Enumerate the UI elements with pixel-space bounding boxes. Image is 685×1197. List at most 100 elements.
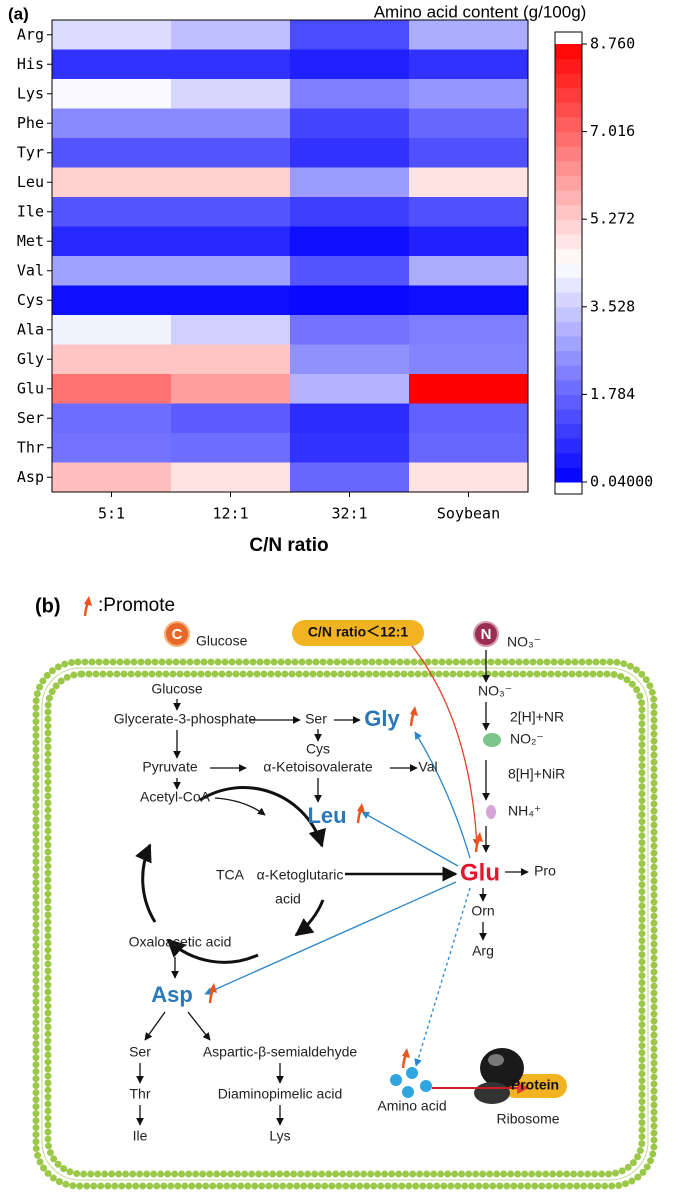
heat-cell — [290, 167, 410, 198]
node-label: Diaminopimelic acid — [218, 1086, 343, 1102]
heat-cell — [409, 433, 529, 463]
heat-cell — [171, 197, 291, 227]
heat-cell — [171, 315, 291, 345]
heat-cell — [171, 138, 291, 168]
heat-cell — [409, 108, 529, 139]
colorbar-step — [555, 219, 582, 235]
y-tick-label: His — [17, 55, 44, 73]
promote-head — [475, 832, 483, 842]
heat-cell — [290, 226, 410, 257]
colorbar-step — [555, 233, 582, 249]
node-label: 8[H]+NiR — [508, 766, 565, 782]
promote-icons — [83, 596, 483, 1069]
colorbar-step — [555, 117, 582, 133]
heat-cell — [290, 344, 410, 375]
colorbar-step — [555, 204, 582, 220]
x-tick-label: Soybean — [437, 505, 500, 523]
heat-cell — [52, 433, 172, 463]
node-label: Ribosome — [496, 1111, 559, 1127]
heat-cell — [171, 433, 291, 463]
node-label: Pyruvate — [142, 759, 197, 775]
legend-label: :Promote — [98, 595, 175, 616]
heat-cell — [171, 108, 291, 139]
heat-cell — [409, 226, 529, 257]
colorbar-step — [555, 379, 582, 395]
colorbar-step — [555, 336, 582, 352]
node-label: Glycerate-3-phosphate — [114, 711, 257, 727]
heat-cell — [290, 403, 410, 434]
plot-frame — [51, 19, 529, 493]
promote-head — [410, 706, 418, 716]
promote-head — [402, 1048, 410, 1058]
heat-cell — [171, 226, 291, 257]
colorbar-step — [555, 452, 582, 468]
y-tick-label: Phe — [17, 114, 44, 132]
node-label: Thr — [130, 1086, 151, 1102]
heatmap: Arg His Lys Phe Tyr Leu Ile Met Val Cys Ala Gly Glu S… — [17, 19, 653, 523]
heat-cell — [290, 138, 410, 168]
heat-cell — [171, 20, 291, 50]
node-label: C/N ratio＜12:1 — [308, 624, 409, 640]
colorbar-step — [555, 423, 582, 439]
node-label: Amino acid — [377, 1098, 446, 1114]
heat-cell — [171, 462, 291, 493]
colorbar-step — [555, 292, 582, 308]
y-tick-label: Tyr — [17, 143, 44, 161]
heat-cell — [290, 433, 410, 463]
promote-arrow — [356, 809, 363, 824]
promote-arrow — [401, 1054, 408, 1069]
node-label: Acetyl-CoA — [140, 789, 211, 805]
colorbar-step — [555, 190, 582, 206]
node-label: acid — [275, 891, 301, 907]
heat-cell — [290, 197, 410, 227]
node-label: Arg — [472, 943, 494, 959]
heat-cell — [290, 285, 410, 316]
colorbar-step — [555, 73, 582, 89]
colorbar-tick-label: 5.272 — [590, 210, 635, 228]
heat-cell — [290, 49, 410, 80]
heat-cell — [409, 344, 529, 375]
colorbar-step — [555, 306, 582, 322]
node-label: Aspartic-β-semialdehyde — [203, 1044, 358, 1060]
node-label: Ser — [129, 1044, 151, 1060]
colorbar-step — [555, 394, 582, 410]
heat-cell — [171, 374, 291, 404]
y-tick-label: Leu — [17, 173, 44, 191]
heat-cell — [290, 79, 410, 109]
x-tick-label: 32:1 — [331, 505, 367, 523]
heat-cell — [52, 285, 172, 316]
y-tick-label: Cys — [17, 291, 44, 309]
colorbar-step — [555, 248, 582, 264]
heat-cell — [52, 20, 172, 50]
heat-cell — [52, 226, 172, 257]
colorbar-step — [555, 467, 582, 483]
heat-cell — [290, 374, 410, 404]
colorbar-step — [555, 160, 582, 176]
node-label: TCA — [216, 867, 245, 883]
colorbar-tick-label: 8.760 — [590, 35, 635, 53]
heat-cell — [171, 49, 291, 80]
colorbar-step — [555, 175, 582, 191]
promote-head — [357, 803, 365, 813]
heat-cell — [52, 315, 172, 345]
heat-cell — [52, 462, 172, 493]
heat-cell — [52, 49, 172, 80]
cell-membrane — [32, 658, 658, 1190]
colorbar-step — [555, 44, 582, 60]
colorbar-tick-label: 1.784 — [590, 385, 635, 403]
chart-title: Amino acid content (g/100g) — [374, 2, 587, 21]
x-tick-label: 12:1 — [212, 505, 248, 523]
promote-arrow — [83, 602, 90, 617]
y-tick-label: Gly — [17, 350, 44, 368]
colorbar-step — [555, 409, 582, 425]
colorbar-step — [555, 365, 582, 381]
panel-label: (a) — [8, 4, 29, 23]
colorbar-tick-label: 3.528 — [590, 297, 635, 315]
node-label: NH₄⁺ — [508, 803, 541, 819]
heat-cell — [409, 167, 529, 198]
colorbar-step — [555, 263, 582, 279]
node-label: α-Ketoisovalerate — [263, 759, 372, 775]
heat-cell — [409, 79, 529, 109]
heat-cell — [52, 403, 172, 434]
heat-cell — [171, 403, 291, 434]
